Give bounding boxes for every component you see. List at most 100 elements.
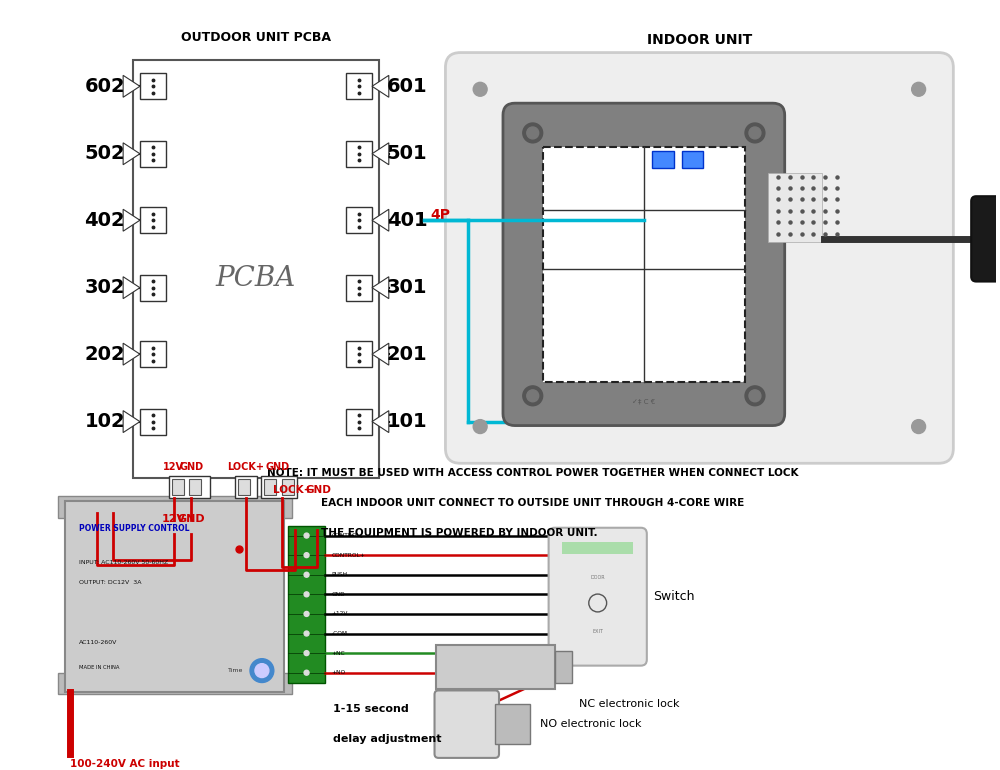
FancyBboxPatch shape bbox=[971, 196, 1000, 282]
Polygon shape bbox=[372, 75, 389, 97]
Text: GND: GND bbox=[179, 462, 204, 472]
Bar bbox=[58, 496, 292, 518]
Text: POWER SUPPLY CONTROL: POWER SUPPLY CONTROL bbox=[79, 524, 190, 534]
Bar bbox=[58, 672, 292, 695]
Bar bbox=[133, 59, 379, 478]
Bar bbox=[163, 677, 187, 691]
Circle shape bbox=[473, 82, 487, 96]
Circle shape bbox=[749, 127, 761, 139]
Bar bbox=[346, 409, 372, 434]
Bar bbox=[65, 501, 284, 692]
Text: MADE IN CHINA: MADE IN CHINA bbox=[79, 665, 120, 670]
Text: 502: 502 bbox=[84, 144, 125, 163]
Circle shape bbox=[527, 127, 539, 139]
Polygon shape bbox=[123, 209, 140, 231]
Text: NO electronic lock: NO electronic lock bbox=[540, 719, 641, 729]
Text: PUSH: PUSH bbox=[331, 572, 347, 578]
Text: 301: 301 bbox=[387, 278, 427, 297]
Circle shape bbox=[304, 592, 309, 597]
Bar bbox=[172, 479, 184, 495]
Polygon shape bbox=[372, 276, 389, 299]
Circle shape bbox=[250, 658, 274, 682]
Polygon shape bbox=[123, 75, 140, 97]
Text: PCBA: PCBA bbox=[216, 265, 296, 293]
Text: INDOOR UNIT: INDOOR UNIT bbox=[647, 32, 752, 47]
Circle shape bbox=[912, 420, 926, 434]
Circle shape bbox=[304, 631, 309, 636]
Text: LOCK+: LOCK+ bbox=[228, 462, 265, 472]
Text: 12V: 12V bbox=[163, 462, 184, 472]
Polygon shape bbox=[123, 410, 140, 433]
Text: EACH INDOOR UNIT CONNECT TO OUTSIDE UNIT THROUGH 4-CORE WIRE: EACH INDOOR UNIT CONNECT TO OUTSIDE UNIT… bbox=[321, 498, 745, 508]
Bar bbox=[346, 207, 372, 233]
Bar bbox=[288, 526, 325, 682]
Text: +12V: +12V bbox=[331, 611, 348, 617]
Text: Time: Time bbox=[228, 668, 244, 673]
Text: NC electronic lock: NC electronic lock bbox=[579, 699, 680, 709]
Text: THE EQUIPMENT IS POWERED BY INDOOR UNIT.: THE EQUIPMENT IS POWERED BY INDOOR UNIT. bbox=[321, 527, 598, 537]
Text: +NO: +NO bbox=[331, 670, 345, 675]
FancyBboxPatch shape bbox=[445, 52, 953, 464]
Circle shape bbox=[749, 390, 761, 402]
Text: OUTDOOR UNIT PCBA: OUTDOOR UNIT PCBA bbox=[181, 32, 331, 44]
Circle shape bbox=[304, 651, 309, 655]
Polygon shape bbox=[123, 142, 140, 165]
Text: 501: 501 bbox=[387, 144, 428, 163]
FancyBboxPatch shape bbox=[435, 691, 499, 758]
Bar bbox=[282, 479, 294, 495]
Text: ✓‡ C €: ✓‡ C € bbox=[632, 399, 655, 405]
Circle shape bbox=[745, 123, 765, 143]
Text: 4P: 4P bbox=[431, 208, 451, 223]
Bar bbox=[346, 275, 372, 300]
Text: GND: GND bbox=[266, 462, 290, 472]
Circle shape bbox=[473, 420, 487, 434]
Circle shape bbox=[523, 123, 543, 143]
Bar bbox=[495, 705, 530, 744]
FancyBboxPatch shape bbox=[549, 527, 647, 665]
Text: 100-240V AC input: 100-240V AC input bbox=[70, 759, 180, 769]
Text: GND: GND bbox=[306, 485, 331, 495]
FancyBboxPatch shape bbox=[503, 103, 785, 426]
Text: 601: 601 bbox=[387, 77, 428, 95]
Text: 302: 302 bbox=[85, 278, 125, 297]
Text: 202: 202 bbox=[84, 345, 125, 363]
Bar bbox=[238, 479, 250, 495]
Bar bbox=[346, 73, 372, 99]
Text: +NC: +NC bbox=[331, 651, 345, 655]
Text: 1-15 second: 1-15 second bbox=[333, 705, 409, 715]
Text: CONTROL-: CONTROL- bbox=[331, 533, 362, 538]
Circle shape bbox=[304, 533, 309, 538]
Circle shape bbox=[304, 611, 309, 617]
Text: 102: 102 bbox=[84, 412, 125, 431]
Bar bbox=[543, 147, 745, 382]
Circle shape bbox=[912, 82, 926, 96]
Text: delay adjustment: delay adjustment bbox=[333, 734, 442, 744]
Text: NOTE: IT MUST BE USED WITH ACCESS CONTROL POWER TOGETHER WHEN CONNECT LOCK: NOTE: IT MUST BE USED WITH ACCESS CONTRO… bbox=[267, 468, 798, 478]
Circle shape bbox=[255, 664, 269, 678]
Circle shape bbox=[523, 386, 543, 406]
Text: CONTROL+: CONTROL+ bbox=[331, 553, 365, 557]
Bar bbox=[264, 479, 276, 495]
Bar bbox=[346, 141, 372, 166]
Bar bbox=[555, 651, 572, 684]
Circle shape bbox=[745, 386, 765, 406]
Text: LOCK+: LOCK+ bbox=[273, 485, 312, 495]
Text: DOOR: DOOR bbox=[590, 575, 605, 581]
Circle shape bbox=[304, 572, 309, 578]
Bar bbox=[189, 479, 201, 495]
Bar bbox=[140, 73, 166, 99]
Text: -COM: -COM bbox=[331, 631, 347, 636]
Bar bbox=[235, 476, 257, 498]
Circle shape bbox=[527, 390, 539, 402]
Polygon shape bbox=[372, 209, 389, 231]
Bar bbox=[140, 341, 166, 367]
Bar bbox=[140, 409, 166, 434]
Text: 401: 401 bbox=[387, 211, 428, 229]
Bar bbox=[140, 275, 166, 300]
Text: EXIT: EXIT bbox=[592, 629, 603, 634]
Bar bbox=[436, 644, 555, 689]
Text: 12V: 12V bbox=[162, 514, 186, 524]
Text: Switch: Switch bbox=[653, 590, 694, 603]
Text: OUTPUT: DC12V  3A: OUTPUT: DC12V 3A bbox=[79, 580, 142, 584]
Polygon shape bbox=[123, 276, 140, 299]
